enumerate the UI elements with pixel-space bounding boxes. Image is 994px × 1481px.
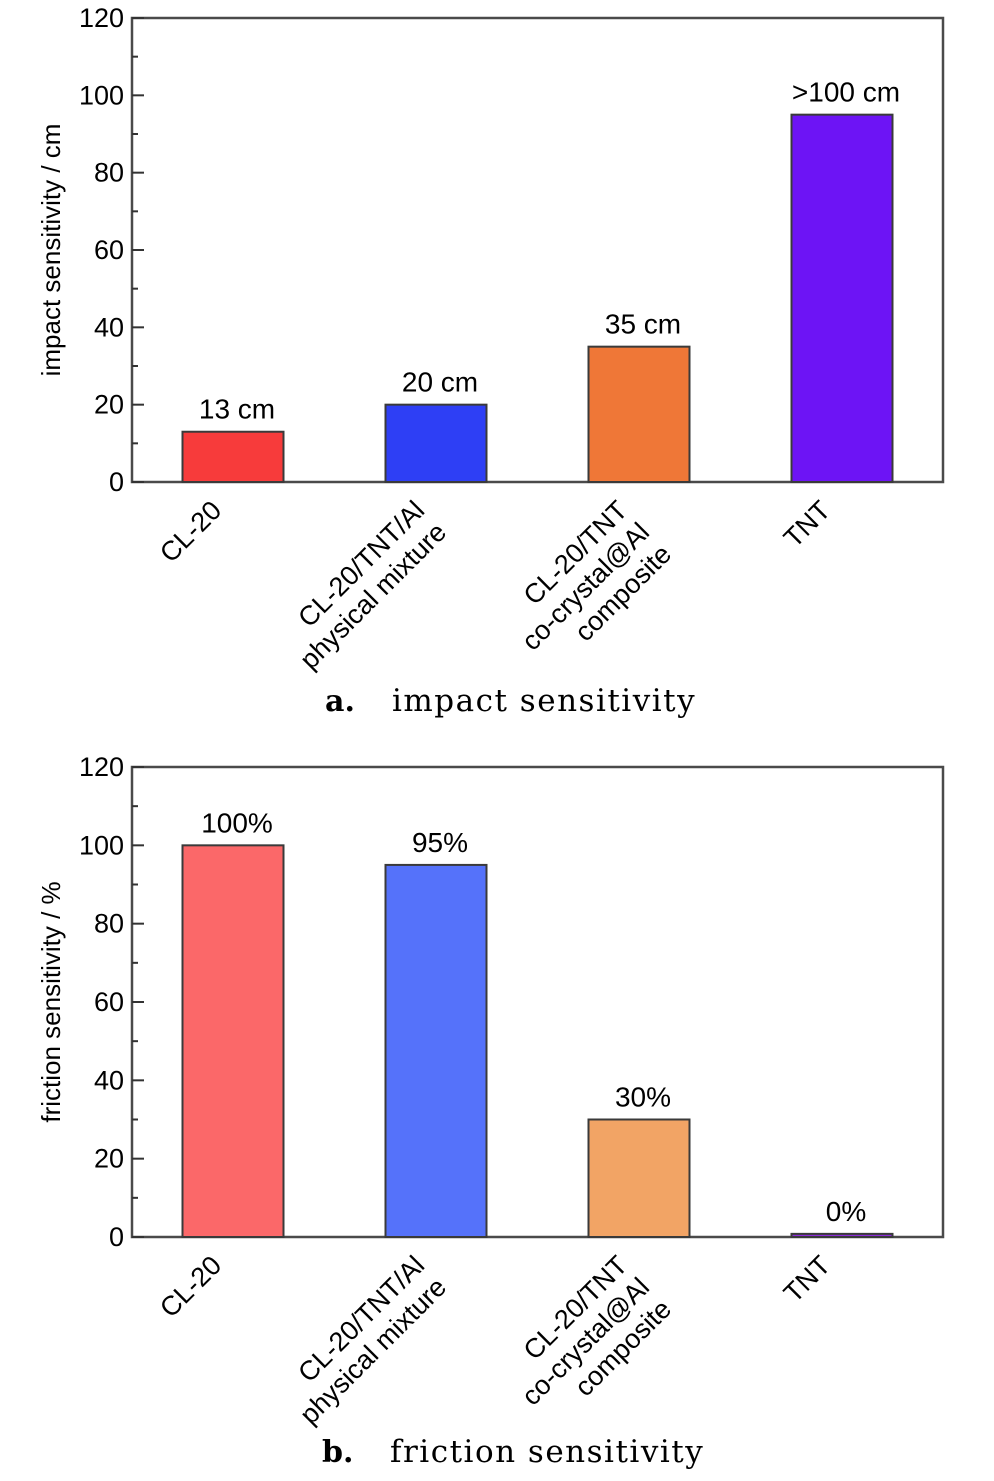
caption-text: friction sensitivity [390, 1434, 704, 1470]
y-tick-label: 40 [94, 312, 124, 342]
x-category-label: CL-20/TNT/Alphysical mixture [272, 1250, 452, 1430]
y-tick-label: 120 [79, 752, 124, 782]
caption-letter: a. [325, 684, 355, 719]
y-tick-label: 20 [94, 1144, 124, 1174]
x-category-label: CL-20 [154, 495, 227, 568]
y-tick-label: 80 [94, 909, 124, 939]
data-label: 20 cm [402, 367, 478, 398]
y-tick-label: 0 [109, 1222, 124, 1252]
data-label: >100 cm [792, 77, 900, 108]
y-tick-label: 60 [94, 987, 124, 1017]
y-tick-label: 120 [79, 3, 124, 33]
bar [384, 403, 488, 483]
data-label: 0% [826, 1196, 866, 1227]
x-category-label: TNT [778, 495, 836, 553]
bar [181, 844, 285, 1238]
category-line: CL-20 [154, 495, 227, 568]
bar [384, 863, 488, 1239]
y-tick-label: 60 [94, 235, 124, 265]
y-axis-label: impact sensitivity / cm [36, 124, 66, 377]
x-category-label: CL-20/TNTco-crystal@Alcomposite [494, 1250, 677, 1433]
bar [587, 1118, 691, 1238]
data-label: 13 cm [199, 394, 275, 425]
data-label: 35 cm [605, 309, 681, 340]
data-label: 100% [201, 807, 273, 838]
category-line: CL-20 [154, 1250, 227, 1323]
chart-panel-b: 0 20 40 60 80 100 120 friction sensitivity / % 1… [36, 752, 945, 1470]
caption-text: impact sensitivity [392, 683, 696, 719]
chart-panel-a: 0 20 40 60 80 100 120 impact sensitivity / cm 13… [36, 3, 945, 719]
y-tick-label: 100 [79, 830, 124, 860]
category-line: TNT [778, 1250, 836, 1308]
y-axis-label: friction sensitivity / % [36, 881, 66, 1122]
y-tick-label: 20 [94, 390, 124, 420]
bar [790, 1232, 894, 1239]
x-category-label: CL-20/TNT/Alphysical mixture [272, 495, 452, 675]
data-label: 95% [412, 827, 468, 858]
y-tick-label: 80 [94, 158, 124, 188]
bar [181, 430, 285, 484]
x-category-label: CL-20/TNTco-crystal@Alcomposite [494, 495, 677, 678]
y-tick-label: 40 [94, 1065, 124, 1095]
bar [790, 113, 894, 484]
y-tick-label: 0 [109, 467, 124, 497]
data-label: 30% [615, 1082, 671, 1113]
x-category-label: TNT [778, 1250, 836, 1308]
y-tick-label: 100 [79, 80, 124, 110]
x-category-label: CL-20 [154, 1250, 227, 1323]
category-line: TNT [778, 495, 836, 553]
bar [587, 345, 691, 483]
caption-letter: b. [322, 1435, 353, 1470]
